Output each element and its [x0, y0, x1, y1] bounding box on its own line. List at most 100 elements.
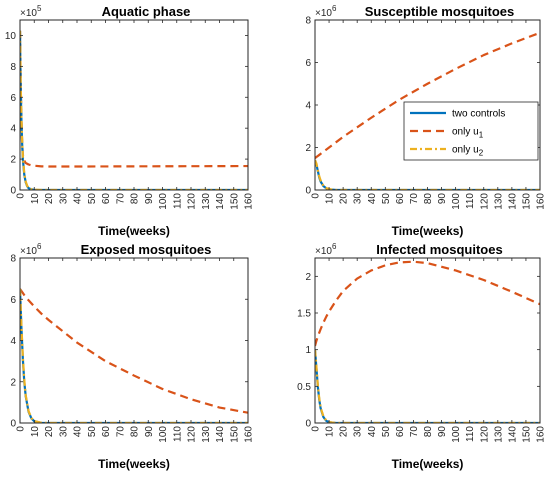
y-tick-label: 6 — [305, 58, 311, 69]
x-tick-label: 120 — [479, 193, 490, 210]
x-tick-label: 140 — [215, 193, 226, 210]
x-axis-label: Time(weeks) — [98, 457, 170, 471]
x-tick-label: 0 — [16, 426, 27, 432]
x-tick-label: 30 — [353, 193, 364, 205]
x-tick-label: 160 — [244, 193, 255, 210]
y-tick-label: 0 — [305, 186, 311, 197]
multiplier-base: ×10 — [20, 8, 37, 19]
y-tick-label: 8 — [305, 16, 311, 27]
y-tick-label: 1 — [305, 345, 311, 356]
series-group — [315, 260, 540, 423]
x-tick-label: 30 — [58, 426, 69, 438]
legend-label: only u1 — [452, 127, 484, 140]
legend-label: two controls — [452, 109, 505, 120]
x-tick-label: 120 — [479, 426, 490, 443]
legend-label-subscript: 2 — [479, 149, 484, 158]
plot-area — [315, 258, 540, 423]
x-tick-label: 50 — [87, 426, 98, 438]
series-group — [20, 30, 248, 190]
x-tick-label: 80 — [130, 426, 141, 438]
x-tick-label: 10 — [30, 193, 41, 205]
legend-label-text: only u — [452, 145, 479, 156]
x-tick-label: 140 — [507, 426, 518, 443]
axis-multiplier: ×106 — [315, 242, 337, 257]
x-tick-label: 40 — [367, 426, 378, 438]
x-tick-label: 80 — [130, 193, 141, 205]
x-tick-label: 20 — [339, 426, 350, 438]
x-tick-label: 110 — [465, 426, 476, 442]
x-tick-label: 60 — [101, 193, 112, 205]
axis-multiplier: ×106 — [315, 4, 337, 19]
multiplier-exponent: 6 — [332, 242, 337, 251]
x-tick-label: 80 — [423, 426, 434, 438]
x-tick-label: 50 — [87, 193, 98, 205]
x-tick-label: 60 — [395, 426, 406, 438]
x-tick-label: 130 — [201, 193, 212, 210]
y-tick-label: 2 — [305, 143, 311, 154]
y-tick-label: 8 — [10, 254, 16, 265]
series-line-only-u2 — [20, 30, 248, 190]
x-tick-label: 120 — [187, 193, 198, 210]
x-tick-label: 0 — [311, 193, 322, 199]
y-tick-label: 0.5 — [297, 382, 311, 393]
series-line-only-u1 — [20, 288, 248, 414]
x-tick-label: 90 — [437, 426, 448, 438]
x-axis-label: Time(weeks) — [392, 224, 464, 238]
y-tick-label: 6 — [10, 93, 16, 104]
x-tick-label: 90 — [144, 193, 155, 205]
y-tick-label: 0 — [305, 419, 311, 430]
x-tick-label: 130 — [493, 193, 504, 210]
x-tick-label: 80 — [423, 193, 434, 205]
y-tick-label: 10 — [5, 31, 17, 42]
legend-label: only u2 — [452, 145, 484, 158]
x-tick-label: 100 — [158, 193, 169, 210]
multiplier-base: ×10 — [315, 8, 332, 19]
multiplier-base: ×10 — [315, 246, 332, 257]
legend-label-text: only u — [452, 127, 479, 138]
chart-title: Exposed mosquitoes — [81, 242, 212, 257]
chart-title: Susceptible mosquitoes — [365, 4, 515, 19]
chart-panel-exposed-mosquitoes: 0 10 20 30 40 50 60 70 80 90 100 110 120 130 140 150 160… — [10, 242, 254, 471]
x-tick-label: 60 — [395, 193, 406, 205]
series-line-only-u1 — [315, 260, 540, 347]
x-tick-label: 30 — [353, 426, 364, 438]
x-tick-label: 110 — [465, 193, 476, 209]
x-tick-label: 70 — [409, 426, 420, 438]
x-tick-label: 20 — [44, 193, 55, 205]
series-line-only-u1 — [20, 30, 248, 168]
x-tick-label: 40 — [73, 426, 84, 438]
x-tick-label: 130 — [201, 426, 212, 443]
y-tick-label: 4 — [305, 101, 311, 112]
x-tick-label: 160 — [536, 193, 547, 210]
x-tick-label: 0 — [311, 426, 322, 432]
x-tick-label: 90 — [437, 193, 448, 205]
x-tick-label: 70 — [115, 193, 126, 205]
x-tick-label: 70 — [409, 193, 420, 205]
x-tick-label: 10 — [325, 426, 336, 438]
y-tick-label: 0 — [10, 186, 16, 197]
chart-title: Aquatic phase — [102, 4, 191, 19]
y-tick-label: 4 — [10, 124, 16, 135]
x-tick-label: 130 — [493, 426, 504, 443]
x-tick-label: 100 — [158, 426, 169, 443]
y-tick-label: 8 — [10, 62, 16, 73]
x-tick-label: 90 — [144, 426, 155, 438]
x-tick-label: 150 — [229, 193, 240, 210]
axis-multiplier: ×106 — [20, 242, 42, 257]
y-tick-label: 2 — [10, 377, 16, 388]
x-tick-label: 150 — [521, 193, 532, 210]
x-tick-label: 160 — [244, 426, 255, 443]
y-tick-label: 1.5 — [297, 309, 311, 320]
x-tick-label: 20 — [339, 193, 350, 205]
x-tick-label: 100 — [451, 426, 462, 443]
x-tick-label: 110 — [172, 426, 183, 442]
legend-label-text: two controls — [452, 109, 505, 120]
y-tick-label: 4 — [10, 336, 16, 347]
axis-multiplier: ×105 — [20, 4, 42, 19]
x-tick-label: 160 — [536, 426, 547, 443]
x-tick-label: 70 — [115, 426, 126, 438]
x-tick-label: 150 — [521, 426, 532, 443]
multiplier-exponent: 6 — [332, 4, 337, 13]
